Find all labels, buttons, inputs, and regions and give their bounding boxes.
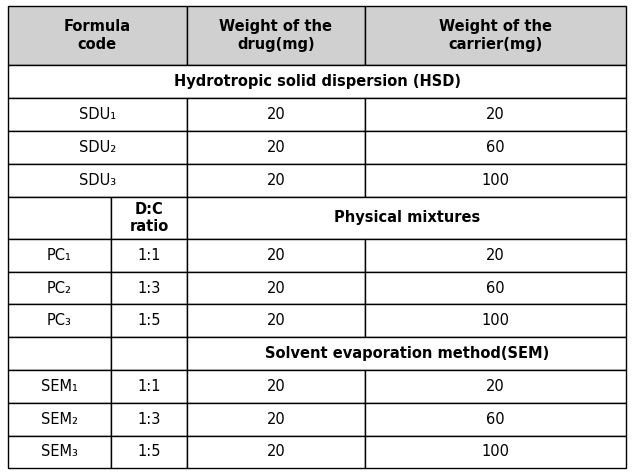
Text: PC₂: PC₂ [47,281,72,296]
Bar [365,403,626,436]
Text: 1:1: 1:1 [137,379,161,394]
Bar [187,272,365,304]
Text: SEM₁: SEM₁ [41,379,78,394]
Bar [111,304,187,337]
Bar [365,239,626,272]
Bar [8,131,187,164]
Text: 20: 20 [266,173,285,188]
Bar [111,337,187,370]
Text: 20: 20 [266,140,285,155]
Text: 100: 100 [481,445,510,459]
Bar [8,272,111,304]
Text: Solvent evaporation method(SEM): Solvent evaporation method(SEM) [264,346,549,361]
Bar [187,239,365,272]
Text: 1:5: 1:5 [137,313,161,328]
Bar [8,65,626,98]
Text: PC₃: PC₃ [47,313,72,328]
Bar [8,337,111,370]
Text: SDU₁: SDU₁ [79,107,116,122]
Text: 1:1: 1:1 [137,248,161,263]
Bar [365,6,626,65]
Text: Weight of the
drug(mg): Weight of the drug(mg) [219,19,332,52]
Text: 20: 20 [266,379,285,394]
Bar [111,239,187,272]
Bar [187,337,626,370]
Text: 1:5: 1:5 [137,445,161,459]
Text: Hydrotropic solid dispersion (HSD): Hydrotropic solid dispersion (HSD) [174,74,460,89]
Text: 20: 20 [266,445,285,459]
Text: Physical mixtures: Physical mixtures [333,210,480,225]
Bar [187,6,365,65]
Text: SDU₃: SDU₃ [79,173,116,188]
Text: 1:3: 1:3 [138,281,160,296]
Bar [365,164,626,197]
Bar [187,403,365,436]
Bar [111,272,187,304]
Text: 100: 100 [481,313,510,328]
Text: 60: 60 [486,140,505,155]
Text: 20: 20 [266,313,285,328]
Text: D:C
ratio: D:C ratio [129,201,169,234]
Text: 20: 20 [486,248,505,263]
Text: 60: 60 [486,281,505,296]
Bar [111,436,187,468]
Bar [8,370,111,403]
Text: SEM₃: SEM₃ [41,445,78,459]
Bar [8,6,187,65]
Text: 20: 20 [486,107,505,122]
Bar [8,403,111,436]
Text: 20: 20 [266,281,285,296]
Text: 20: 20 [266,411,285,427]
Text: 100: 100 [481,173,510,188]
Bar [187,304,365,337]
Bar [365,370,626,403]
Text: 20: 20 [266,107,285,122]
Bar [8,436,111,468]
Bar [8,239,111,272]
Text: 60: 60 [486,411,505,427]
Bar [187,164,365,197]
Bar [187,436,365,468]
Text: SDU₂: SDU₂ [79,140,116,155]
Bar [365,272,626,304]
Bar [365,304,626,337]
Text: 20: 20 [486,379,505,394]
Text: Weight of the
carrier(mg): Weight of the carrier(mg) [439,19,552,52]
Text: 20: 20 [266,248,285,263]
Text: SEM₂: SEM₂ [41,411,78,427]
Bar [8,197,111,239]
Text: PC₁: PC₁ [47,248,72,263]
Text: Formula
code: Formula code [64,19,131,52]
Bar [187,197,626,239]
Bar [8,164,187,197]
Text: 1:3: 1:3 [138,411,160,427]
Bar [365,131,626,164]
Bar [187,131,365,164]
Bar [8,304,111,337]
Bar [365,98,626,131]
Bar [111,403,187,436]
Bar [365,436,626,468]
Bar [8,98,187,131]
Bar [111,197,187,239]
Bar [111,370,187,403]
Bar [187,98,365,131]
Bar [187,370,365,403]
